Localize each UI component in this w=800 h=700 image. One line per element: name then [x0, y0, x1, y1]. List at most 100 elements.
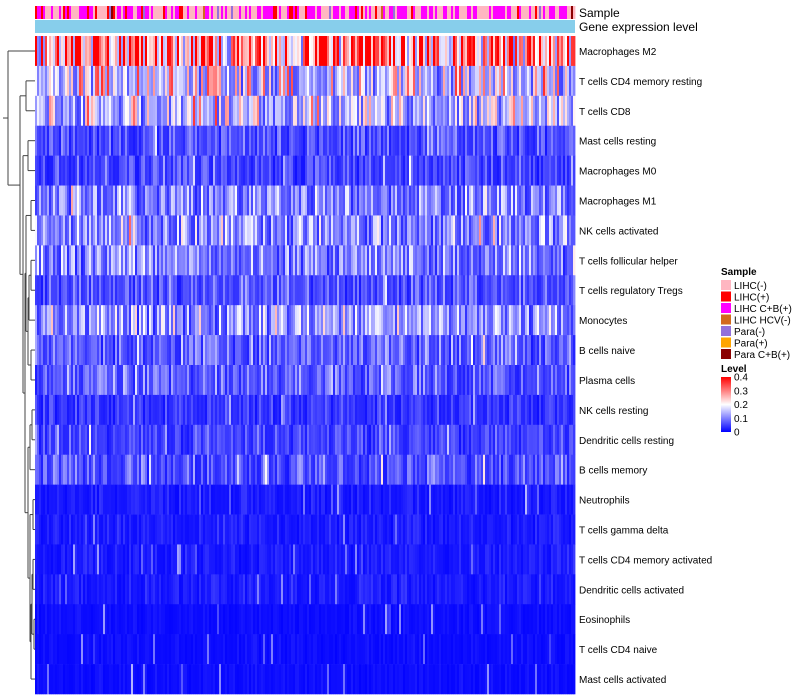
- heatmap-cell: [299, 484, 302, 515]
- heatmap-cell: [281, 36, 284, 67]
- heatmap-cell: [307, 65, 310, 97]
- heatmap-cell: [563, 365, 566, 396]
- heatmap-cell: [263, 454, 266, 485]
- heatmap-cell: [127, 335, 130, 366]
- heatmap-cell: [163, 424, 166, 456]
- heatmap-cell: [227, 335, 230, 366]
- heatmap-cell: [293, 155, 296, 186]
- heatmap-cell: [465, 484, 468, 515]
- heatmap-cell: [215, 155, 218, 186]
- heatmap-cell: [313, 185, 316, 216]
- heatmap-cell: [233, 245, 236, 276]
- heatmap-cell: [215, 365, 218, 396]
- heatmap-cell: [311, 335, 314, 366]
- heatmap-cell: [97, 424, 100, 456]
- heatmap-cell: [291, 36, 294, 67]
- heatmap-cell: [175, 36, 178, 67]
- heatmap-cell: [553, 36, 556, 67]
- heatmap-cell: [223, 484, 226, 515]
- heatmap-cell: [229, 215, 232, 246]
- heatmap-cell: [413, 215, 416, 246]
- heatmap-cell: [323, 454, 326, 485]
- heatmap-cell: [109, 484, 112, 515]
- heatmap-cell: [295, 514, 298, 545]
- heatmap-cell: [51, 65, 54, 97]
- heatmap-cell: [263, 245, 266, 276]
- heatmap-cell: [305, 185, 308, 216]
- heatmap-cell: [107, 155, 110, 186]
- heatmap-cell: [205, 365, 208, 396]
- heatmap-cell: [249, 335, 252, 366]
- heatmap-cell: [237, 394, 240, 426]
- heatmap-cell: [161, 65, 164, 97]
- heatmap-cell: [99, 335, 102, 366]
- heatmap-cell: [59, 544, 62, 575]
- heatmap-cell: [491, 36, 494, 67]
- heatmap-cell: [241, 215, 244, 246]
- heatmap-cell: [407, 185, 410, 216]
- heatmap-cell: [309, 36, 312, 67]
- heatmap-cell: [115, 155, 118, 186]
- heatmap-cell: [283, 185, 286, 216]
- sample-cell: [551, 6, 554, 19]
- heatmap-cell: [353, 335, 356, 366]
- heatmap-cell: [441, 215, 444, 246]
- heatmap-cell: [105, 275, 108, 306]
- heatmap-cell: [187, 394, 190, 426]
- heatmap-cell: [361, 245, 364, 276]
- heatmap-cell: [205, 65, 208, 97]
- heatmap-cell: [215, 454, 218, 485]
- heatmap-cell: [47, 305, 50, 336]
- heatmap-cell: [473, 394, 476, 426]
- heatmap-cell: [571, 335, 574, 366]
- heatmap-cell: [413, 95, 416, 127]
- heatmap-cell: [401, 155, 404, 186]
- heatmap-cell: [245, 275, 248, 306]
- heatmap-cell: [553, 305, 556, 336]
- sample-cell: [517, 6, 520, 19]
- heatmap-cell: [215, 125, 218, 156]
- heatmap-cell: [357, 454, 360, 485]
- heatmap-cell: [485, 365, 488, 396]
- heatmap-cell: [429, 275, 432, 306]
- sample-cell: [245, 6, 248, 19]
- heatmap-cell: [149, 185, 152, 216]
- heatmap-cell: [203, 65, 206, 97]
- sample-cell: [337, 6, 340, 19]
- heatmap-cell: [495, 424, 498, 456]
- heatmap-cell: [495, 514, 498, 545]
- heatmap-cell: [391, 514, 394, 545]
- heatmap-cell: [453, 245, 456, 276]
- heatmap-cell: [155, 365, 158, 396]
- heatmap-cell: [433, 394, 436, 426]
- heatmap-cell: [565, 245, 568, 276]
- heatmap-cell: [125, 215, 128, 246]
- heatmap-cell: [561, 215, 564, 246]
- heatmap-cell: [87, 95, 90, 127]
- heatmap-cell: [449, 335, 452, 366]
- heatmap-cell: [113, 544, 116, 575]
- heatmap-cell: [137, 245, 140, 276]
- heatmap-cell: [429, 305, 432, 336]
- heatmap-cell: [357, 125, 360, 156]
- heatmap-cell: [387, 155, 390, 186]
- sample-cell: [427, 6, 430, 19]
- heatmap-cell: [317, 424, 320, 456]
- heatmap-cell: [103, 245, 106, 276]
- heatmap-cell: [109, 424, 112, 456]
- sample-cell: [271, 6, 274, 19]
- heatmap-cell: [235, 275, 238, 306]
- heatmap-cell: [327, 424, 330, 456]
- heatmap-cell: [539, 424, 542, 456]
- sample-cell: [375, 6, 378, 19]
- heatmap-cell: [103, 125, 106, 156]
- heatmap-cell: [203, 514, 206, 545]
- heatmap-cell: [223, 155, 226, 186]
- heatmap-cell: [547, 95, 550, 127]
- heatmap-cell: [293, 394, 296, 426]
- heatmap-cell: [389, 185, 392, 216]
- heatmap-cell: [131, 424, 134, 456]
- heatmap-cell: [463, 245, 466, 276]
- heatmap-cell: [269, 424, 272, 456]
- heatmap-cell: [117, 544, 120, 575]
